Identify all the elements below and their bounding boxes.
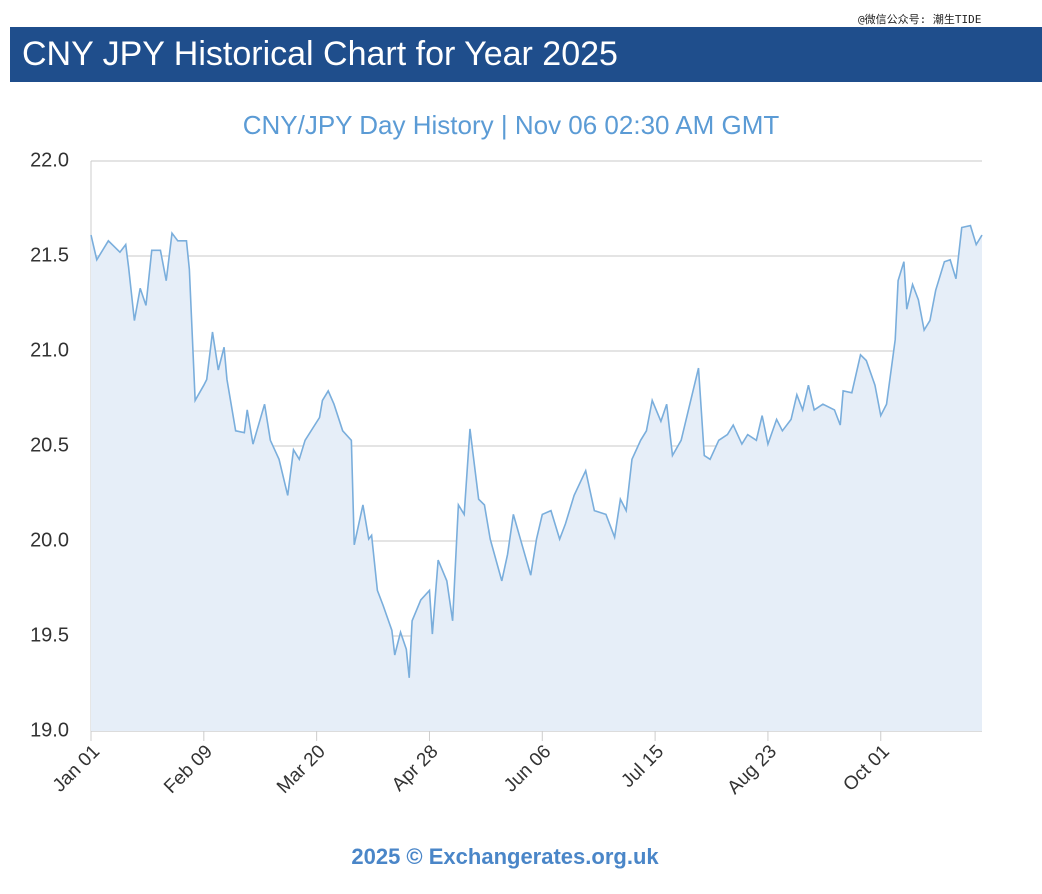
header: CNY JPY Historical Chart for Year 2025 [10, 27, 1042, 82]
area [91, 225, 982, 731]
line [90, 224, 983, 678]
page-title: CNY JPY Historical Chart for Year 2025 [22, 35, 618, 73]
x-tick-label: Oct 01 [839, 741, 893, 795]
x-tick-label: Mar 20 [273, 741, 330, 798]
x-tick-label: Jan 01 [49, 741, 104, 796]
y-tick-label: 21.0 [30, 339, 69, 361]
x-tick-label: Feb 09 [160, 741, 217, 798]
chart-footer: 2025 © Exchangerates.org.uk [351, 844, 659, 869]
y-tick-label: 19.0 [30, 719, 69, 741]
x-tick-label: Apr 28 [388, 741, 442, 795]
y-tick-label: 22.0 [30, 149, 69, 171]
watermark: @微信公众号: 潮生TIDE [858, 13, 982, 26]
y-tick-label: 19.5 [30, 624, 69, 646]
y-tick-label: 20.5 [30, 434, 69, 456]
y-tick-label: 20.0 [30, 529, 69, 551]
x-tick-label: Jul 15 [617, 741, 668, 792]
x-tick-label: Jun 06 [500, 741, 555, 796]
chart-title: CNY/JPY Day History | Nov 06 02:30 AM GM… [243, 110, 780, 140]
chart: CNY/JPY Day History | Nov 06 02:30 AM GM… [30, 110, 983, 869]
y-tick-label: 21.5 [30, 244, 69, 266]
x-tick-label: Aug 23 [724, 741, 781, 798]
